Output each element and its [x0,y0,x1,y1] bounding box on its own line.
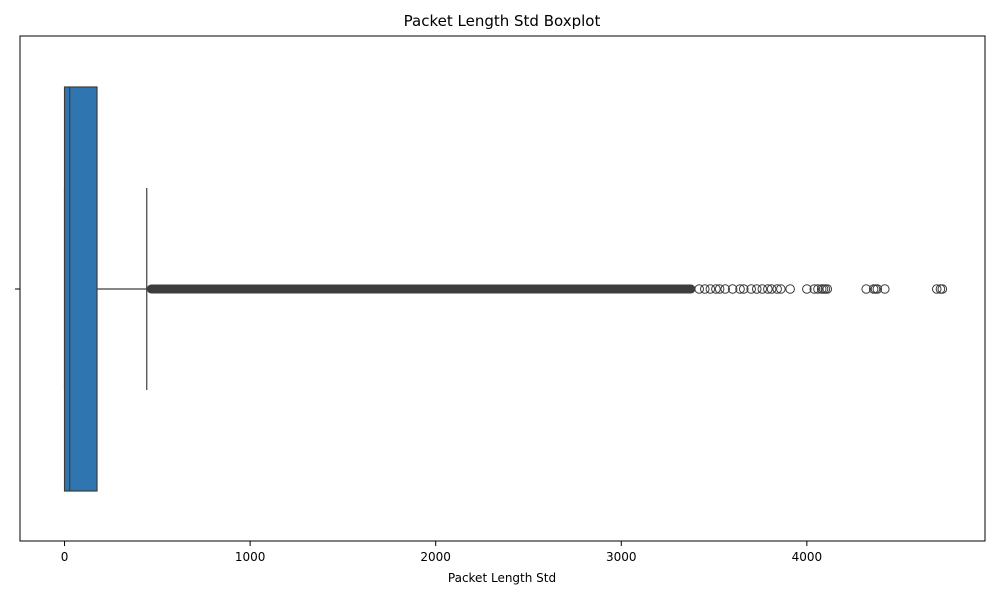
outlier-point [870,284,881,294]
outlier-point [720,284,730,294]
outlier-point [711,284,721,294]
outlier-point [772,284,782,294]
x-tick-label: 2000 [420,550,451,564]
outlier-point [813,284,823,294]
outlier-point [727,284,738,294]
outlier-point [822,284,833,294]
chart-title: Packet Length Std Boxplot [404,12,601,30]
outlier-point [694,284,705,294]
x-axis-label: Packet Length Std [448,571,556,585]
x-tick-label: 0 [61,550,69,564]
outlier-point [714,284,725,294]
outlier-point [861,284,872,294]
outlier-dense-band [146,284,696,294]
x-tick-label: 3000 [606,550,637,564]
outlier-point [937,284,948,294]
chart-marks [63,86,948,492]
outlier-point [785,284,795,294]
outlier-point [879,284,890,294]
outlier-point [809,284,820,294]
outlier-point [738,284,749,294]
outlier-point [931,284,942,294]
outlier-point [751,284,762,294]
outlier-point [735,284,745,294]
x-tick-label: 1000 [235,550,266,564]
outlier-point [763,284,773,294]
outlier-point [705,284,716,294]
outlier-point [757,284,768,294]
outlier-point [802,284,812,294]
outlier-point [746,284,756,294]
x-tick-label: 4000 [792,550,823,564]
outlier-point [776,284,786,294]
outlier-point [766,284,777,294]
outlier-point [872,284,883,294]
outlier-point [699,284,710,294]
x-axis: 0 1000 2000 3000 4000 [61,541,822,564]
